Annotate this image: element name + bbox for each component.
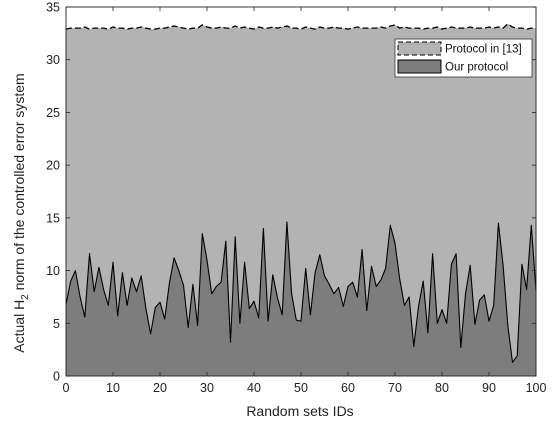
y-tick-label-30: 30 — [46, 53, 60, 67]
x-tick-label-50: 50 — [294, 381, 308, 395]
y-tick-label-0: 0 — [53, 370, 60, 384]
y-axis-label-subscript: 2 — [20, 294, 31, 300]
x-tick-label-70: 70 — [388, 381, 402, 395]
y-axis-label-prefix: Actual H — [11, 300, 27, 353]
y-axis: 0 5 10 15 20 25 30 35 — [46, 1, 536, 384]
legend: Protocol in [13] Our protocol — [394, 38, 533, 78]
legend-swatch-protocol-13 — [397, 41, 442, 56]
x-tick-label-0: 0 — [63, 381, 70, 395]
series-line-our-protocol — [65, 221, 537, 363]
x-tick-label-60: 60 — [341, 381, 355, 395]
x-tick-label-80: 80 — [435, 381, 449, 395]
x-axis: 0 10 20 30 40 50 60 70 80 90 100 — [63, 7, 547, 395]
y-axis-label-suffix: norm of the controlled error system — [11, 73, 27, 294]
x-tick-label-90: 90 — [482, 381, 496, 395]
y-axis-label: Actual H2 norm of the controlled error s… — [11, 73, 31, 352]
x-axis-label: Random sets IDs — [246, 403, 353, 419]
legend-label-protocol-13: Protocol in [13] — [445, 44, 522, 56]
y-tick-label-5: 5 — [53, 317, 60, 331]
area-our-protocol — [66, 222, 536, 376]
x-tick-label-10: 10 — [106, 381, 120, 395]
y-tick-label-25: 25 — [46, 106, 60, 120]
x-tick-label-100: 100 — [526, 381, 547, 395]
y-tick-label-20: 20 — [46, 159, 60, 173]
y-tick-label-15: 15 — [46, 211, 60, 225]
x-tick-label-40: 40 — [247, 381, 261, 395]
legend-label-our-protocol: Our protocol — [445, 62, 508, 74]
legend-swatch-our-protocol — [397, 59, 442, 74]
x-tick-label-20: 20 — [153, 381, 167, 395]
y-tick-label-10: 10 — [46, 264, 60, 278]
y-tick-label-35: 35 — [46, 1, 60, 15]
x-tick-label-30: 30 — [200, 381, 214, 395]
